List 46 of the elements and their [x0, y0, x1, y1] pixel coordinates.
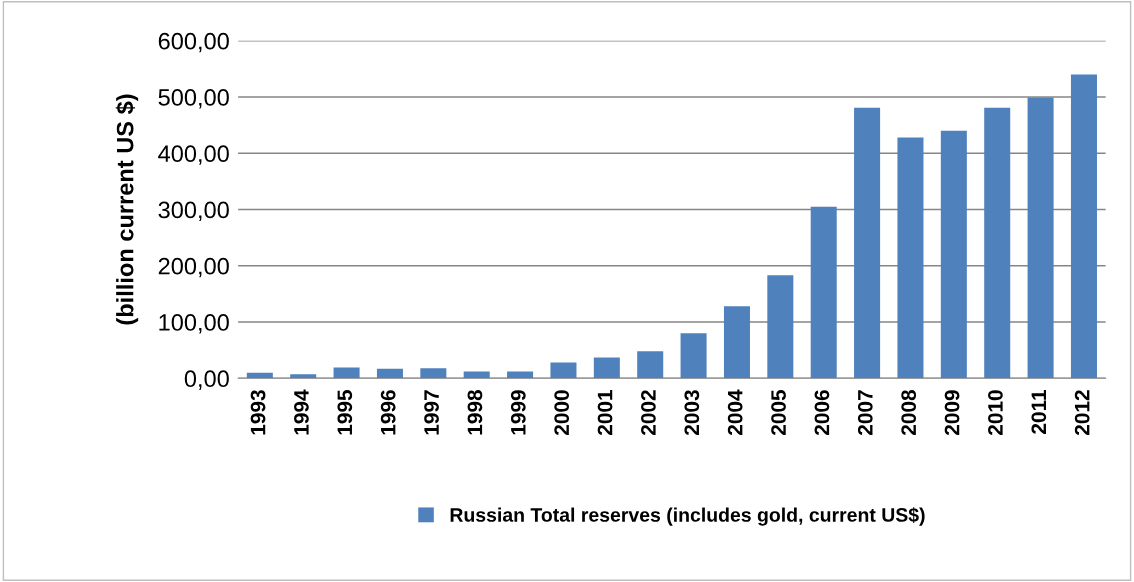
bar [376, 368, 403, 379]
x-tick-label: 1997 [424, 390, 439, 435]
x-tick-label: 1994 [294, 389, 309, 435]
x-tick-label: 2005 [771, 389, 786, 436]
y-tick-label: 300,00 [158, 201, 229, 222]
bar [984, 107, 1011, 379]
bar [1070, 74, 1097, 379]
y-tick-label: 200,00 [158, 257, 229, 278]
bar [593, 357, 620, 379]
bar [940, 130, 967, 379]
x-tick-label: 2002 [641, 390, 656, 436]
x-tick-label: 1996 [380, 390, 396, 435]
x-tick-label: 2004 [727, 389, 743, 436]
x-tick-label: 2000 [554, 390, 570, 436]
x-tick-label: 2010 [988, 390, 1003, 436]
y-tick-label: 600,00 [158, 32, 229, 53]
bar [290, 374, 317, 379]
y-tick-label: 100,00 [159, 314, 229, 334]
y-tick-label: 400,00 [158, 145, 229, 165]
x-tick-label: 2012 [1074, 390, 1090, 436]
x-tick-label: 2001 [597, 389, 613, 436]
bar [1027, 97, 1054, 379]
y-axis-title: (billion current US $) [115, 94, 139, 325]
y-tick-label: 500,00 [158, 89, 229, 109]
bar [680, 333, 707, 379]
y-tick-label: 0,00 [184, 370, 229, 390]
x-tick-label: 2009 [944, 390, 960, 436]
bar [810, 206, 837, 379]
bar [333, 367, 360, 379]
x-tick-label: 1998 [467, 390, 483, 435]
x-tick-label: 2011 [1031, 389, 1047, 434]
bar [854, 107, 881, 379]
x-tick-label: 2003 [684, 390, 700, 436]
bar [637, 351, 664, 379]
bar [550, 362, 577, 379]
bar [897, 137, 924, 379]
bar [723, 306, 750, 379]
legend-label: Russian Total reserves (includes gold, current US$) [450, 507, 925, 526]
x-tick-label: 2006 [814, 390, 830, 436]
x-tick-label: 2008 [901, 390, 917, 436]
x-tick-label: 1999 [510, 390, 526, 435]
x-tick-label: 1993 [250, 390, 266, 435]
bar [767, 275, 794, 379]
x-tick-label: 1995 [337, 389, 353, 435]
bar [420, 368, 447, 379]
x-tick-label: 2007 [857, 390, 873, 436]
